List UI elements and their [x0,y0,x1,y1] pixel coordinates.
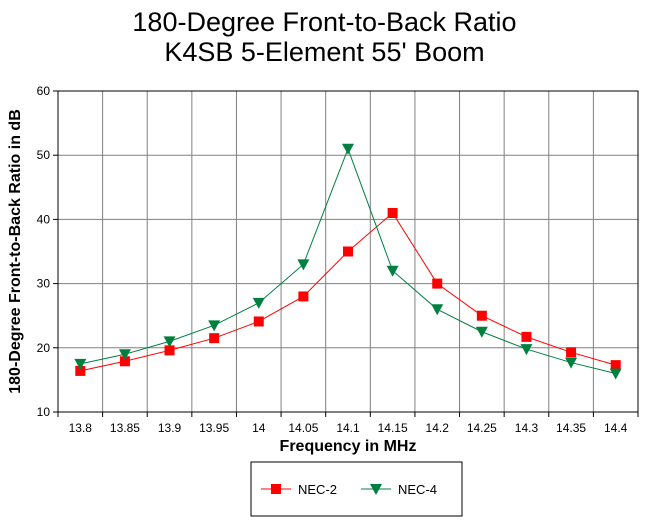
data-point [610,360,621,371]
data-point [476,310,487,321]
x-tick-label: 14.15 [378,421,408,435]
x-tick-label: 14.1 [336,421,360,435]
chart-title: 180-Degree Front-to-Back Ratio [132,7,517,37]
series-nec-2 [75,207,621,376]
data-point [387,207,398,218]
plot-area [57,90,639,413]
y-axis-ticks: 10 20 30 40 50 60 [37,84,58,419]
data-point [252,297,265,309]
data-point [432,278,443,289]
x-tick-label: 14.05 [288,421,318,435]
x-tick-label: 14 [252,421,266,435]
x-tick-label: 14.25 [467,421,497,435]
x-tick-label: 14.3 [515,421,539,435]
y-tick-label: 30 [37,277,51,291]
y-tick-label: 50 [37,148,51,162]
x-tick-label: 13.95 [199,421,229,435]
series-line [80,212,616,372]
data-point [298,291,309,302]
data-point [118,349,131,361]
x-tick-label: 13.9 [158,421,182,435]
legend-label: NEC-2 [298,482,337,497]
data-point [119,356,130,367]
x-axis-label: Frequency in MHz [280,438,417,455]
data-point [475,326,488,338]
y-tick-label: 10 [37,405,51,419]
data-point [431,304,444,316]
x-tick-label: 13.8 [69,421,93,435]
legend-marker [271,484,281,494]
x-tick-label: 14.4 [604,421,628,435]
data-point [253,316,264,327]
data-point [74,358,87,370]
data-point [75,365,86,376]
x-tick-label: 14.35 [556,421,586,435]
data-point [609,368,622,380]
series-nec-4 [74,143,622,380]
data-point [386,265,399,277]
y-tick-label: 40 [37,212,51,226]
data-point [209,333,220,344]
series-layer [74,143,622,380]
y-axis-label: 180-Degree Front-to-Back Ratio in dB [7,109,24,393]
data-point [343,246,353,257]
y-tick-label: 60 [37,84,51,98]
data-point [163,336,176,348]
data-point [164,345,175,356]
x-axis-ticks: 13.8 13.85 13.9 13.95 14 14.05 14.1 14.15 14.2 14… [57,412,639,435]
data-point [520,344,533,356]
x-tick-label: 13.85 [110,421,140,435]
data-point [521,331,532,342]
legend-label: NEC-4 [398,482,437,497]
data-point [566,347,577,358]
chart-subtitle: K4SB 5-Element 55' Boom [164,37,485,67]
data-point [342,143,354,155]
data-point [565,357,578,369]
legend: NEC-2 NEC-4 [250,461,463,517]
y-tick-label: 20 [37,341,51,355]
legend-marker [370,484,382,495]
data-point [297,259,310,271]
x-tick-label: 14.2 [426,421,450,435]
data-point [208,320,221,332]
legend-box [250,461,463,517]
